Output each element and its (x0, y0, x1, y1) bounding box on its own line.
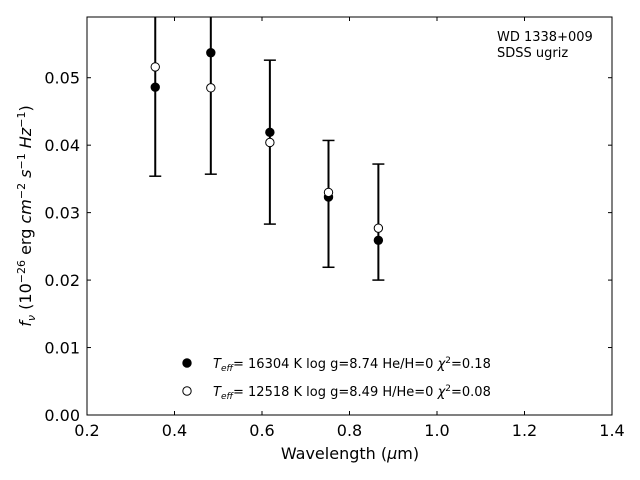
y-axis-tick-labels: 0.00 0.01 0.02 0.03 0.04 0.05 (44, 69, 80, 425)
y-axis-label: fν (10−26 erg cm−2 s−1 Hz−1) (15, 105, 38, 326)
x-axis-label: Wavelength (μm) (281, 444, 419, 463)
legend-marker-filled (182, 358, 192, 368)
point-open-model (373, 223, 384, 233)
point-filled-model (206, 48, 216, 58)
y-tick-label: 0.04 (44, 136, 80, 155)
x-tick-label: 1.2 (512, 421, 537, 440)
legend-marker-open (182, 386, 192, 396)
legend-label-2: Teff= 12518 K log g=8.49 H/He=0 χ2=0.08 (213, 384, 491, 402)
y-tick-label: 0.00 (44, 406, 80, 425)
point-filled-model (373, 235, 384, 245)
point-filled-model (150, 82, 160, 92)
x-tick-label: 0.4 (162, 421, 187, 440)
legend-label-1: Teff= 16304 K log g=8.74 He/H=0 χ2=0.18 (213, 356, 491, 374)
x-tick-label: 1.4 (599, 421, 624, 440)
point-open-model (265, 137, 275, 148)
x-axis-tick-labels: 0.2 0.4 0.6 0.8 1.0 1.2 1.4 (74, 421, 624, 440)
annotation-survey: SDSS ugriz (497, 46, 568, 61)
legend: Teff= 16304 K log g=8.74 He/H=0 χ2=0.18 … (182, 356, 491, 402)
point-open-model (323, 187, 334, 198)
x-tick-label: 0.8 (337, 421, 362, 440)
y-axis-ticks (87, 77, 612, 416)
x-tick-label: 0.2 (74, 421, 99, 440)
y-tick-label: 0.05 (44, 69, 80, 88)
point-open-model (206, 83, 216, 93)
x-axis-ticks (86, 17, 613, 415)
x-tick-label: 0.6 (249, 421, 274, 440)
annotation-star-name: WD 1338+009 (497, 30, 593, 45)
data-points (150, 48, 384, 245)
point-filled-model (265, 127, 275, 138)
y-tick-label: 0.01 (44, 339, 80, 358)
y-tick-label: 0.02 (44, 271, 80, 290)
y-tick-label: 0.03 (44, 204, 80, 223)
x-tick-label: 1.0 (424, 421, 449, 440)
point-open-model (150, 62, 160, 72)
